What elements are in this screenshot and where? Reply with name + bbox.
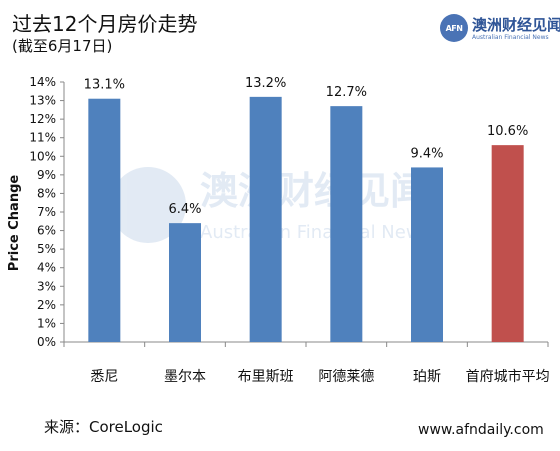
y-tick-label: 3% xyxy=(37,279,56,293)
y-tick-label: 10% xyxy=(29,149,56,163)
y-tick-label: 6% xyxy=(37,224,56,238)
bar-6 xyxy=(491,145,524,342)
category-label: 布里斯班 xyxy=(238,369,294,385)
y-tick-label: 4% xyxy=(37,261,56,275)
bar-1 xyxy=(88,98,121,342)
watermark: 澳洲财经见闻 Australian Financial News xyxy=(110,167,430,243)
y-tick-label: 0% xyxy=(37,335,56,349)
bar-3 xyxy=(249,96,282,342)
watermark-name-cn: 澳洲财经见闻 xyxy=(200,169,428,213)
y-tick-label: 2% xyxy=(37,298,56,312)
watermark-name-en: Australian Financial News xyxy=(200,222,430,243)
y-tick-label: 5% xyxy=(37,242,56,256)
y-tick-label: 9% xyxy=(37,168,56,182)
y-tick-label: 12% xyxy=(29,112,56,126)
category-label: 墨尔本 xyxy=(164,369,206,385)
y-axis-label: Price Change xyxy=(7,175,22,272)
data-label: 13.1% xyxy=(84,78,125,93)
y-tick-label: 7% xyxy=(37,205,56,219)
chart-subtitle: (截至6月17日) xyxy=(12,37,113,55)
bar-4 xyxy=(330,106,363,343)
data-label: 10.6% xyxy=(487,124,528,139)
category-label: 珀斯 xyxy=(413,369,441,385)
category-label: 首府城市平均 xyxy=(466,368,550,385)
y-tick-label: 1% xyxy=(37,316,56,330)
y-tick-label: 13% xyxy=(29,94,56,108)
chart-title: 过去12个月房价走势 xyxy=(12,12,198,36)
data-label: 6.4% xyxy=(168,202,201,217)
y-tick-label: 11% xyxy=(29,131,56,145)
category-label: 阿德莱德 xyxy=(318,369,374,385)
category-label: 悉尼 xyxy=(90,369,118,385)
bar-5 xyxy=(411,167,443,342)
logo-name-cn: 澳洲财经见闻 xyxy=(472,16,560,34)
logo-name-en: Australian Financial News xyxy=(472,34,549,41)
data-label: 13.2% xyxy=(245,76,286,91)
watermark-logo-icon xyxy=(110,167,186,243)
y-tick-label: 14% xyxy=(29,75,56,89)
logo-mark-icon: AFN xyxy=(440,14,468,42)
source-note: 来源：CoreLogic xyxy=(44,418,163,436)
data-label: 9.4% xyxy=(410,146,443,161)
y-tick-label: 8% xyxy=(37,186,56,200)
website-url: www.afndaily.com xyxy=(418,422,544,438)
bar-2 xyxy=(169,223,201,342)
data-label: 12.7% xyxy=(326,85,367,100)
brand-logo: AFN 澳洲财经见闻 Australian Financial News xyxy=(440,14,560,46)
